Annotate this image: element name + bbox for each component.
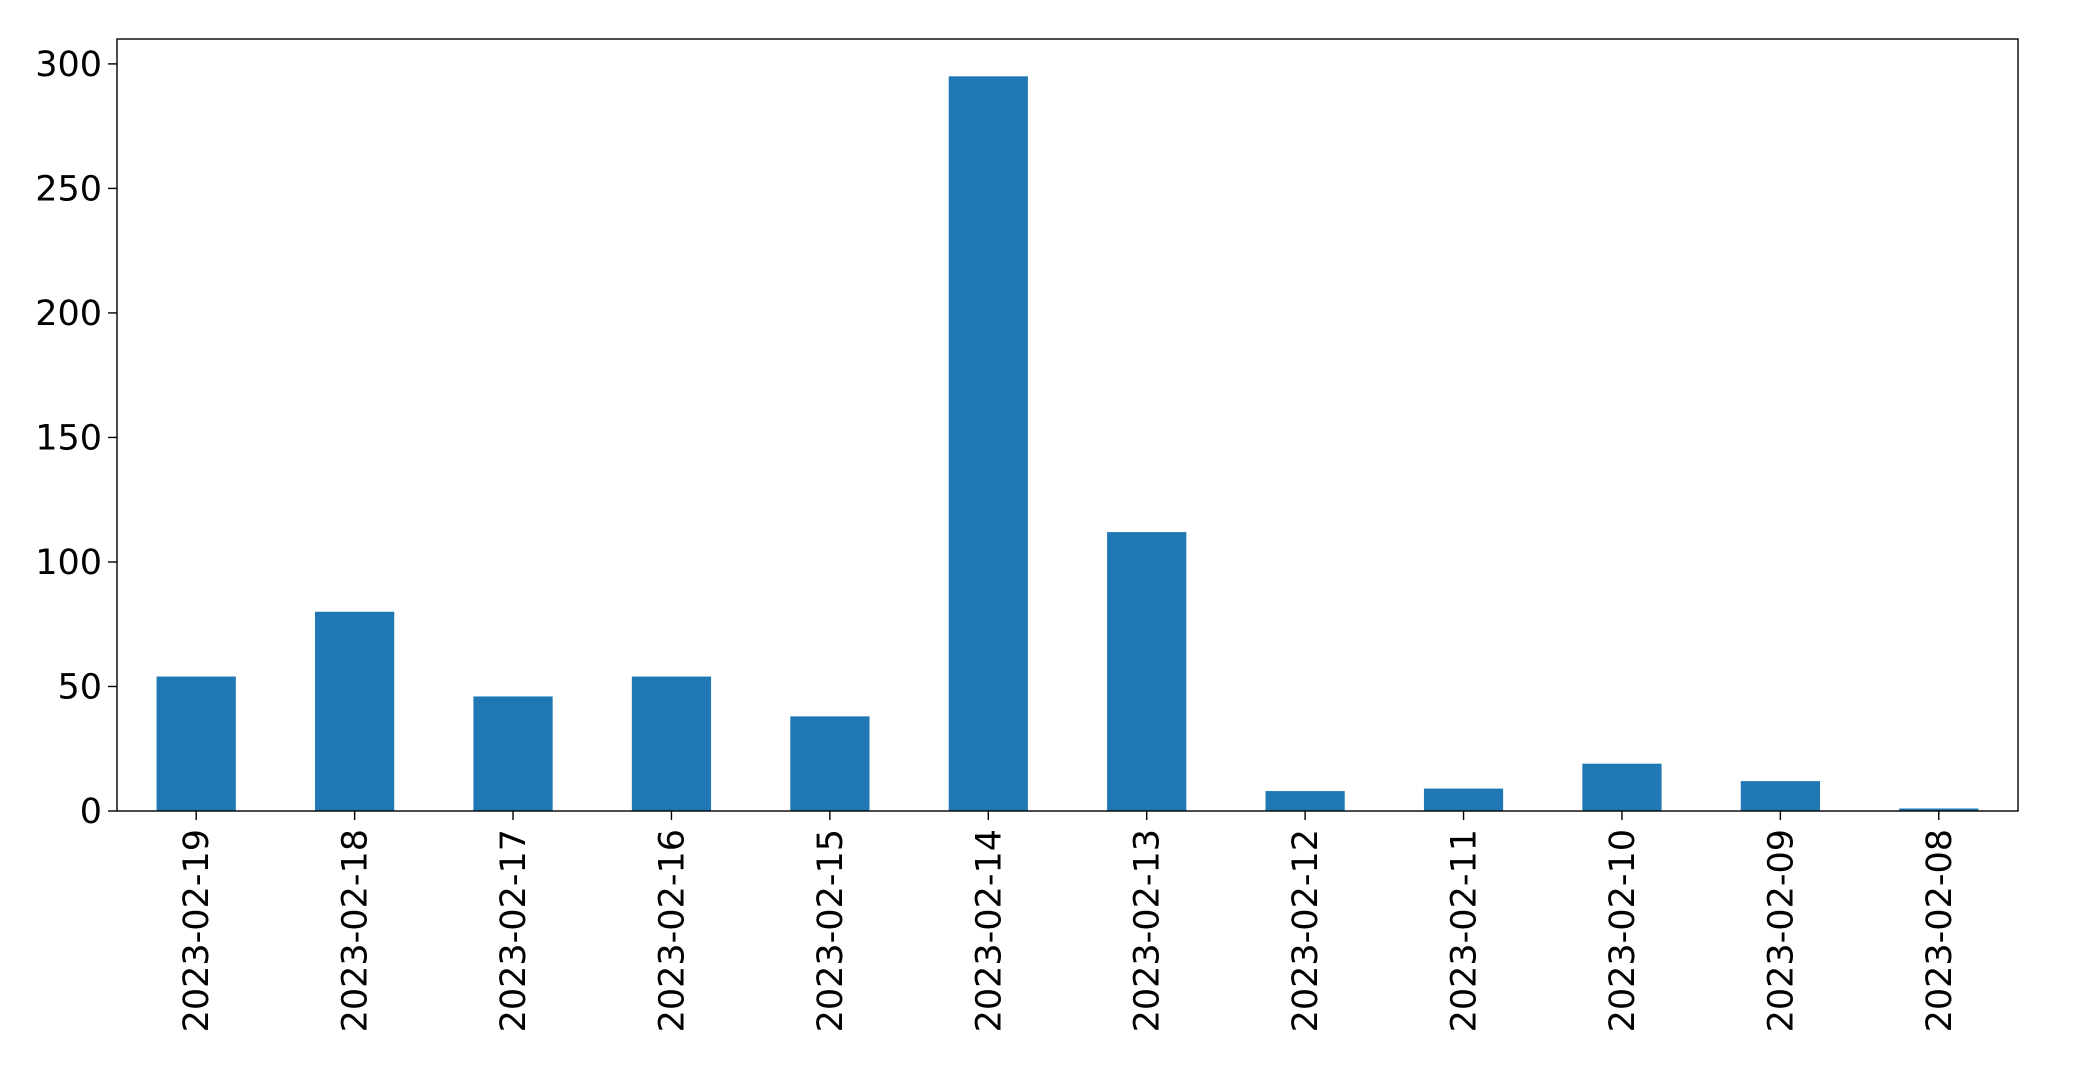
bar-2023-02-13 <box>1107 532 1187 811</box>
y-axis: 0 50 100 150 200 250 300 <box>35 45 117 832</box>
y-tick-label: 50 <box>57 667 102 707</box>
x-axis: 2023-02-19 2023-02-18 2023-02-17 2023-02-16… <box>177 811 1960 1032</box>
bar-2023-02-19 <box>156 676 236 811</box>
x-tick-label: 2023-02-10 <box>1603 829 1643 1032</box>
x-tick-label: 2023-02-17 <box>494 829 534 1032</box>
x-tick-label: 2023-02-18 <box>336 829 376 1032</box>
y-tick-label: 300 <box>35 45 102 85</box>
y-tick-label: 0 <box>80 792 102 832</box>
y-tick-label: 150 <box>35 418 102 458</box>
bar-2023-02-14 <box>948 76 1028 811</box>
x-tick-label: 2023-02-13 <box>1128 829 1168 1032</box>
bar-2023-02-12 <box>1265 791 1345 811</box>
y-tick-label: 250 <box>35 169 102 209</box>
bar-2023-02-08 <box>1899 808 1979 811</box>
y-tick-label: 200 <box>35 294 102 334</box>
bars-layer <box>156 76 1979 811</box>
bar-2023-02-16 <box>631 676 712 811</box>
x-tick-label: 2023-02-09 <box>1761 829 1801 1032</box>
bar-2023-02-15 <box>790 716 870 811</box>
x-tick-label: 2023-02-19 <box>177 829 217 1032</box>
plot-frame <box>116 38 2019 812</box>
bar-2023-02-10 <box>1582 763 1662 811</box>
y-tick-label: 100 <box>35 543 102 583</box>
x-tick-label: 2023-02-11 <box>1445 829 1485 1032</box>
x-tick-label: 2023-02-14 <box>969 829 1009 1032</box>
bar-2023-02-17 <box>473 696 553 811</box>
x-tick-label: 2023-02-08 <box>1920 829 1960 1032</box>
bar-2023-02-09 <box>1740 781 1820 811</box>
x-tick-label: 2023-02-16 <box>652 829 692 1032</box>
x-tick-label: 2023-02-12 <box>1286 829 1326 1032</box>
bar-2023-02-18 <box>315 611 395 811</box>
bar-2023-02-11 <box>1423 788 1504 811</box>
x-tick-label: 2023-02-15 <box>811 829 851 1032</box>
